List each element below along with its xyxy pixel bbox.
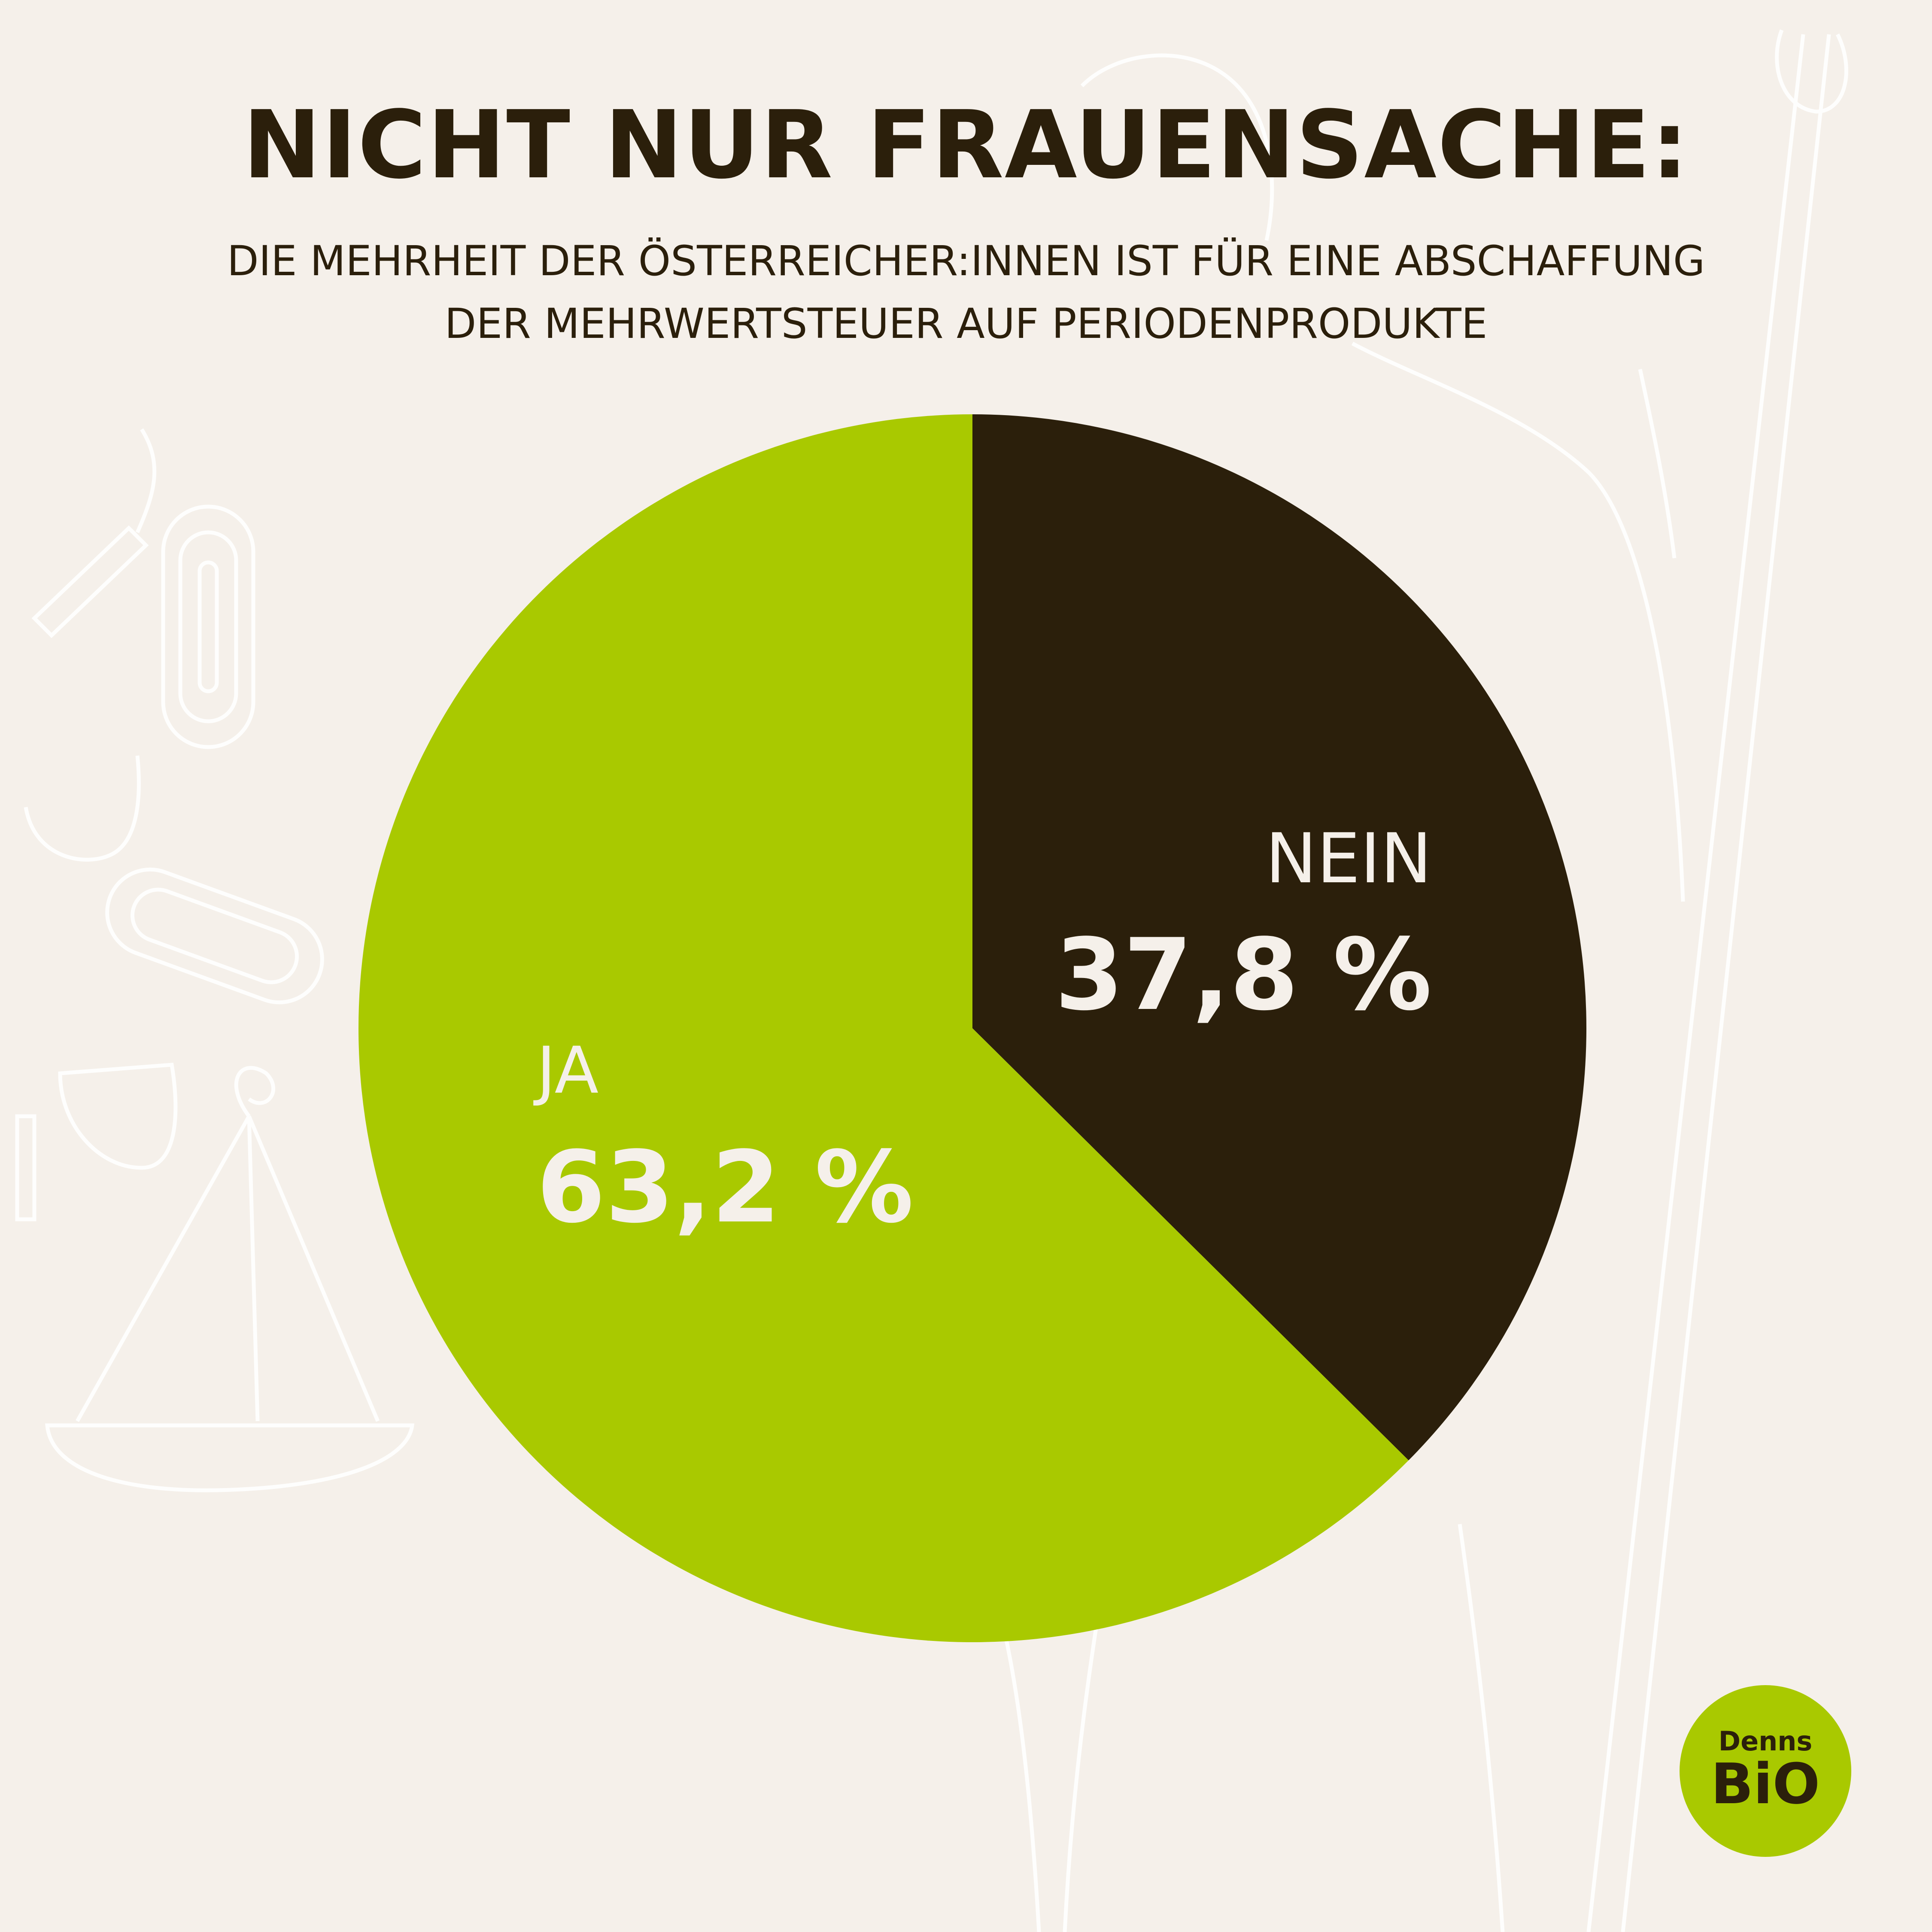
tampon-illustration xyxy=(31,525,149,638)
slice-label-ja: JA xyxy=(533,1033,598,1108)
logo-text-top: Denns xyxy=(1718,1725,1813,1757)
subtitle-line-1: DIE MEHRHEIT DER ÖSTERREICHER:INNEN IST … xyxy=(227,237,1705,285)
scale-illustration xyxy=(45,1423,415,1492)
denns-bio-logo: Denns BiO xyxy=(1680,1685,1851,1857)
page-subtitle: DIE MEHRHEIT DER ÖSTERREICHER:INNEN IST … xyxy=(150,230,1782,355)
logo-text-bottom: BiO xyxy=(1710,1751,1820,1817)
pie-slice-nein xyxy=(972,414,1586,1461)
page-title: NICHT NUR FRAUENSACHE: xyxy=(243,91,1689,200)
pad-illustration xyxy=(161,504,255,749)
pie-slice-ja xyxy=(358,414,1409,1642)
slice-value-nein: 37,8 % xyxy=(1055,918,1432,1033)
subtitle-line-2: DER MEHRWERTSTEUER AUF PERIODENPRODUKTE xyxy=(444,300,1488,348)
slice-label-nein: NEIN xyxy=(1265,818,1432,899)
slice-value-ja: 63,2 % xyxy=(537,1130,914,1245)
cup-illustration xyxy=(24,755,141,862)
